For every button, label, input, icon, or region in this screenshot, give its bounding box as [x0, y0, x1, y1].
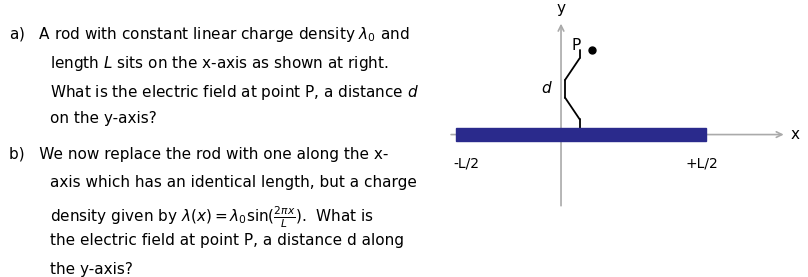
Text: y: y — [557, 1, 566, 16]
Text: the y-axis?: the y-axis? — [50, 261, 133, 276]
Text: the electric field at point P, a distance d along: the electric field at point P, a distanc… — [50, 233, 404, 248]
Text: a)   A rod with constant linear charge density $\lambda_0$ and: a) A rod with constant linear charge den… — [10, 25, 410, 44]
Text: on the y-axis?: on the y-axis? — [50, 111, 157, 126]
Text: length $L$ sits on the x-axis as shown at right.: length $L$ sits on the x-axis as shown a… — [50, 54, 389, 73]
Text: P: P — [572, 38, 581, 53]
Bar — [457, 129, 706, 141]
Text: axis which has an identical length, but a charge: axis which has an identical length, but … — [50, 175, 417, 190]
Text: -L/2: -L/2 — [453, 157, 479, 171]
Text: What is the electric field at point P, a distance $d$: What is the electric field at point P, a… — [50, 83, 419, 102]
Text: b)   We now replace the rod with one along the x-: b) We now replace the rod with one along… — [10, 147, 389, 162]
Text: +L/2: +L/2 — [685, 157, 718, 171]
Text: d: d — [541, 81, 550, 96]
Text: density given by $\lambda(x) = \lambda_0\sin(\frac{2\pi x}{L})$.  What is: density given by $\lambda(x) = \lambda_0… — [50, 204, 374, 230]
Text: x: x — [790, 127, 799, 142]
